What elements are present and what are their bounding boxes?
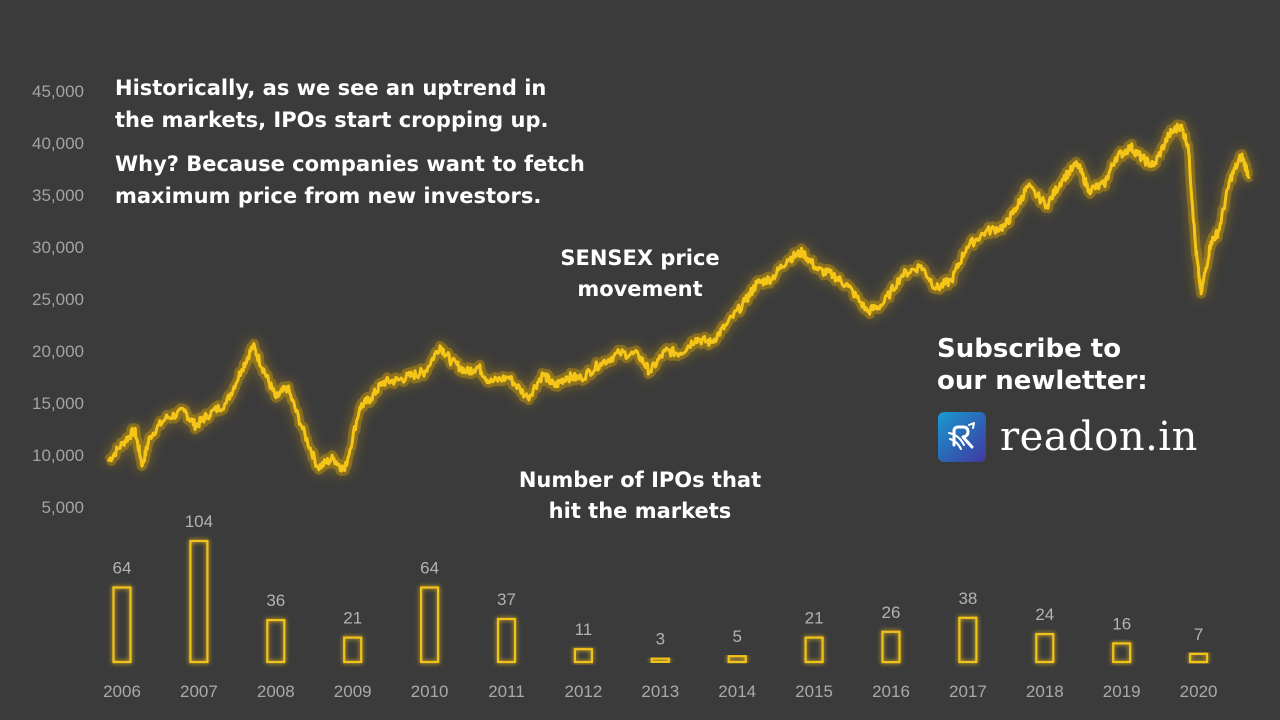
y-axis: 5,000 10,000 15,000 20,000 25,000 30,000 35,00…	[32, 82, 84, 517]
x-tick-label: 2016	[872, 682, 910, 701]
ipo-bar	[189, 539, 209, 664]
sensex-line	[106, 122, 1251, 473]
ipo-label-line-1: Number of IPOs that	[518, 468, 762, 492]
x-tick-label: 2011	[488, 682, 525, 701]
x-tick-label: 2017	[949, 682, 987, 701]
ipo-bar-value-label: 24	[1035, 605, 1054, 624]
ipo-bar-value-label: 36	[266, 591, 285, 610]
ipo-bar-value-label: 3	[656, 630, 665, 649]
y-tick-label: 45,000	[32, 82, 84, 101]
y-tick-label: 35,000	[32, 186, 84, 205]
ipo-bar-value-label: 16	[1112, 614, 1131, 633]
ipo-bar	[112, 586, 132, 664]
subscribe-line-1: Subscribe to	[937, 334, 1122, 364]
y-tick-label: 10,000	[32, 446, 84, 465]
subscribe-text: Subscribe to our newletter:	[937, 333, 1148, 397]
ipo-bar	[343, 636, 363, 664]
ipo-bar	[1112, 642, 1132, 664]
ipo-bar	[496, 617, 517, 664]
x-axis: 2006 2007 2008 2009 2010 2011 2012 2013 2014 2015…	[103, 682, 1217, 701]
ipo-bar-series: 64 104 36 21 64 37 11 3 5 21 26 38 24 16 7	[112, 512, 1209, 664]
ipo-bar-value-label: 21	[805, 609, 824, 628]
subscribe-line-2: our newletter:	[937, 366, 1148, 396]
x-tick-label: 2009	[334, 682, 372, 701]
why-note-line-1: Why? Because companies want to fetch	[115, 152, 585, 176]
ipo-bar	[804, 636, 824, 664]
sensex-line-series	[104, 119, 1254, 477]
x-tick-label: 2018	[1026, 682, 1064, 701]
y-tick-label: 20,000	[32, 342, 84, 361]
trend-note-line-1: Historically, as we see an uptrend in	[115, 76, 547, 100]
x-tick-label: 2014	[718, 682, 756, 701]
ipo-bar	[573, 648, 594, 664]
ipo-bar	[266, 618, 286, 664]
ipo-bar-value-label: 5	[732, 627, 741, 646]
ipo-bar	[881, 630, 901, 664]
ipo-bar-value-label: 26	[882, 603, 901, 622]
ipo-bar-value-label: 64	[420, 559, 439, 578]
y-tick-label: 25,000	[32, 290, 84, 309]
brand-link[interactable]: readon.in	[938, 412, 1198, 462]
sensex-label: SENSEX price movement	[540, 243, 740, 305]
brand-name: readon.in	[1000, 414, 1198, 460]
x-tick-label: 2010	[411, 682, 449, 701]
ipo-label: Number of IPOs that hit the markets	[500, 465, 780, 527]
x-tick-label: 2015	[795, 682, 833, 701]
y-tick-label: 40,000	[32, 134, 84, 153]
ipo-label-line-2: hit the markets	[548, 499, 732, 523]
y-tick-label: 30,000	[32, 238, 84, 257]
x-tick-label: 2019	[1103, 682, 1141, 701]
x-tick-label: 2012	[564, 682, 602, 701]
x-tick-label: 2006	[103, 682, 141, 701]
ipo-bar-value-label: 104	[185, 512, 213, 531]
x-tick-label: 2008	[257, 682, 295, 701]
ipo-bar	[1188, 652, 1209, 664]
ipo-bar-value-label: 38	[958, 589, 977, 608]
ipo-bar-value-label: 37	[497, 590, 516, 609]
y-tick-label: 15,000	[32, 394, 84, 413]
sensex-label-line-1: SENSEX price	[560, 246, 720, 270]
trend-note-line-2: the markets, IPOs start cropping up.	[115, 108, 549, 132]
x-tick-label: 2007	[180, 682, 218, 701]
ipo-bar	[650, 657, 670, 664]
ipo-bar	[727, 655, 747, 664]
ipo-bar	[420, 586, 440, 664]
x-tick-label: 2020	[1180, 682, 1218, 701]
ipo-bar-value-label: 11	[575, 620, 593, 639]
y-tick-label: 5,000	[41, 498, 84, 517]
ipo-bar-value-label: 64	[113, 559, 132, 578]
readon-logo-icon	[938, 412, 986, 462]
ipo-bar-value-label: 21	[343, 609, 362, 628]
ipo-bar-value-label: 7	[1194, 625, 1203, 644]
x-tick-label: 2013	[641, 682, 679, 701]
sensex-label-line-2: movement	[577, 277, 703, 301]
ipo-bar	[1035, 632, 1055, 664]
ipo-bar	[958, 616, 978, 664]
why-note-line-2: maximum price from new investors.	[115, 184, 542, 208]
